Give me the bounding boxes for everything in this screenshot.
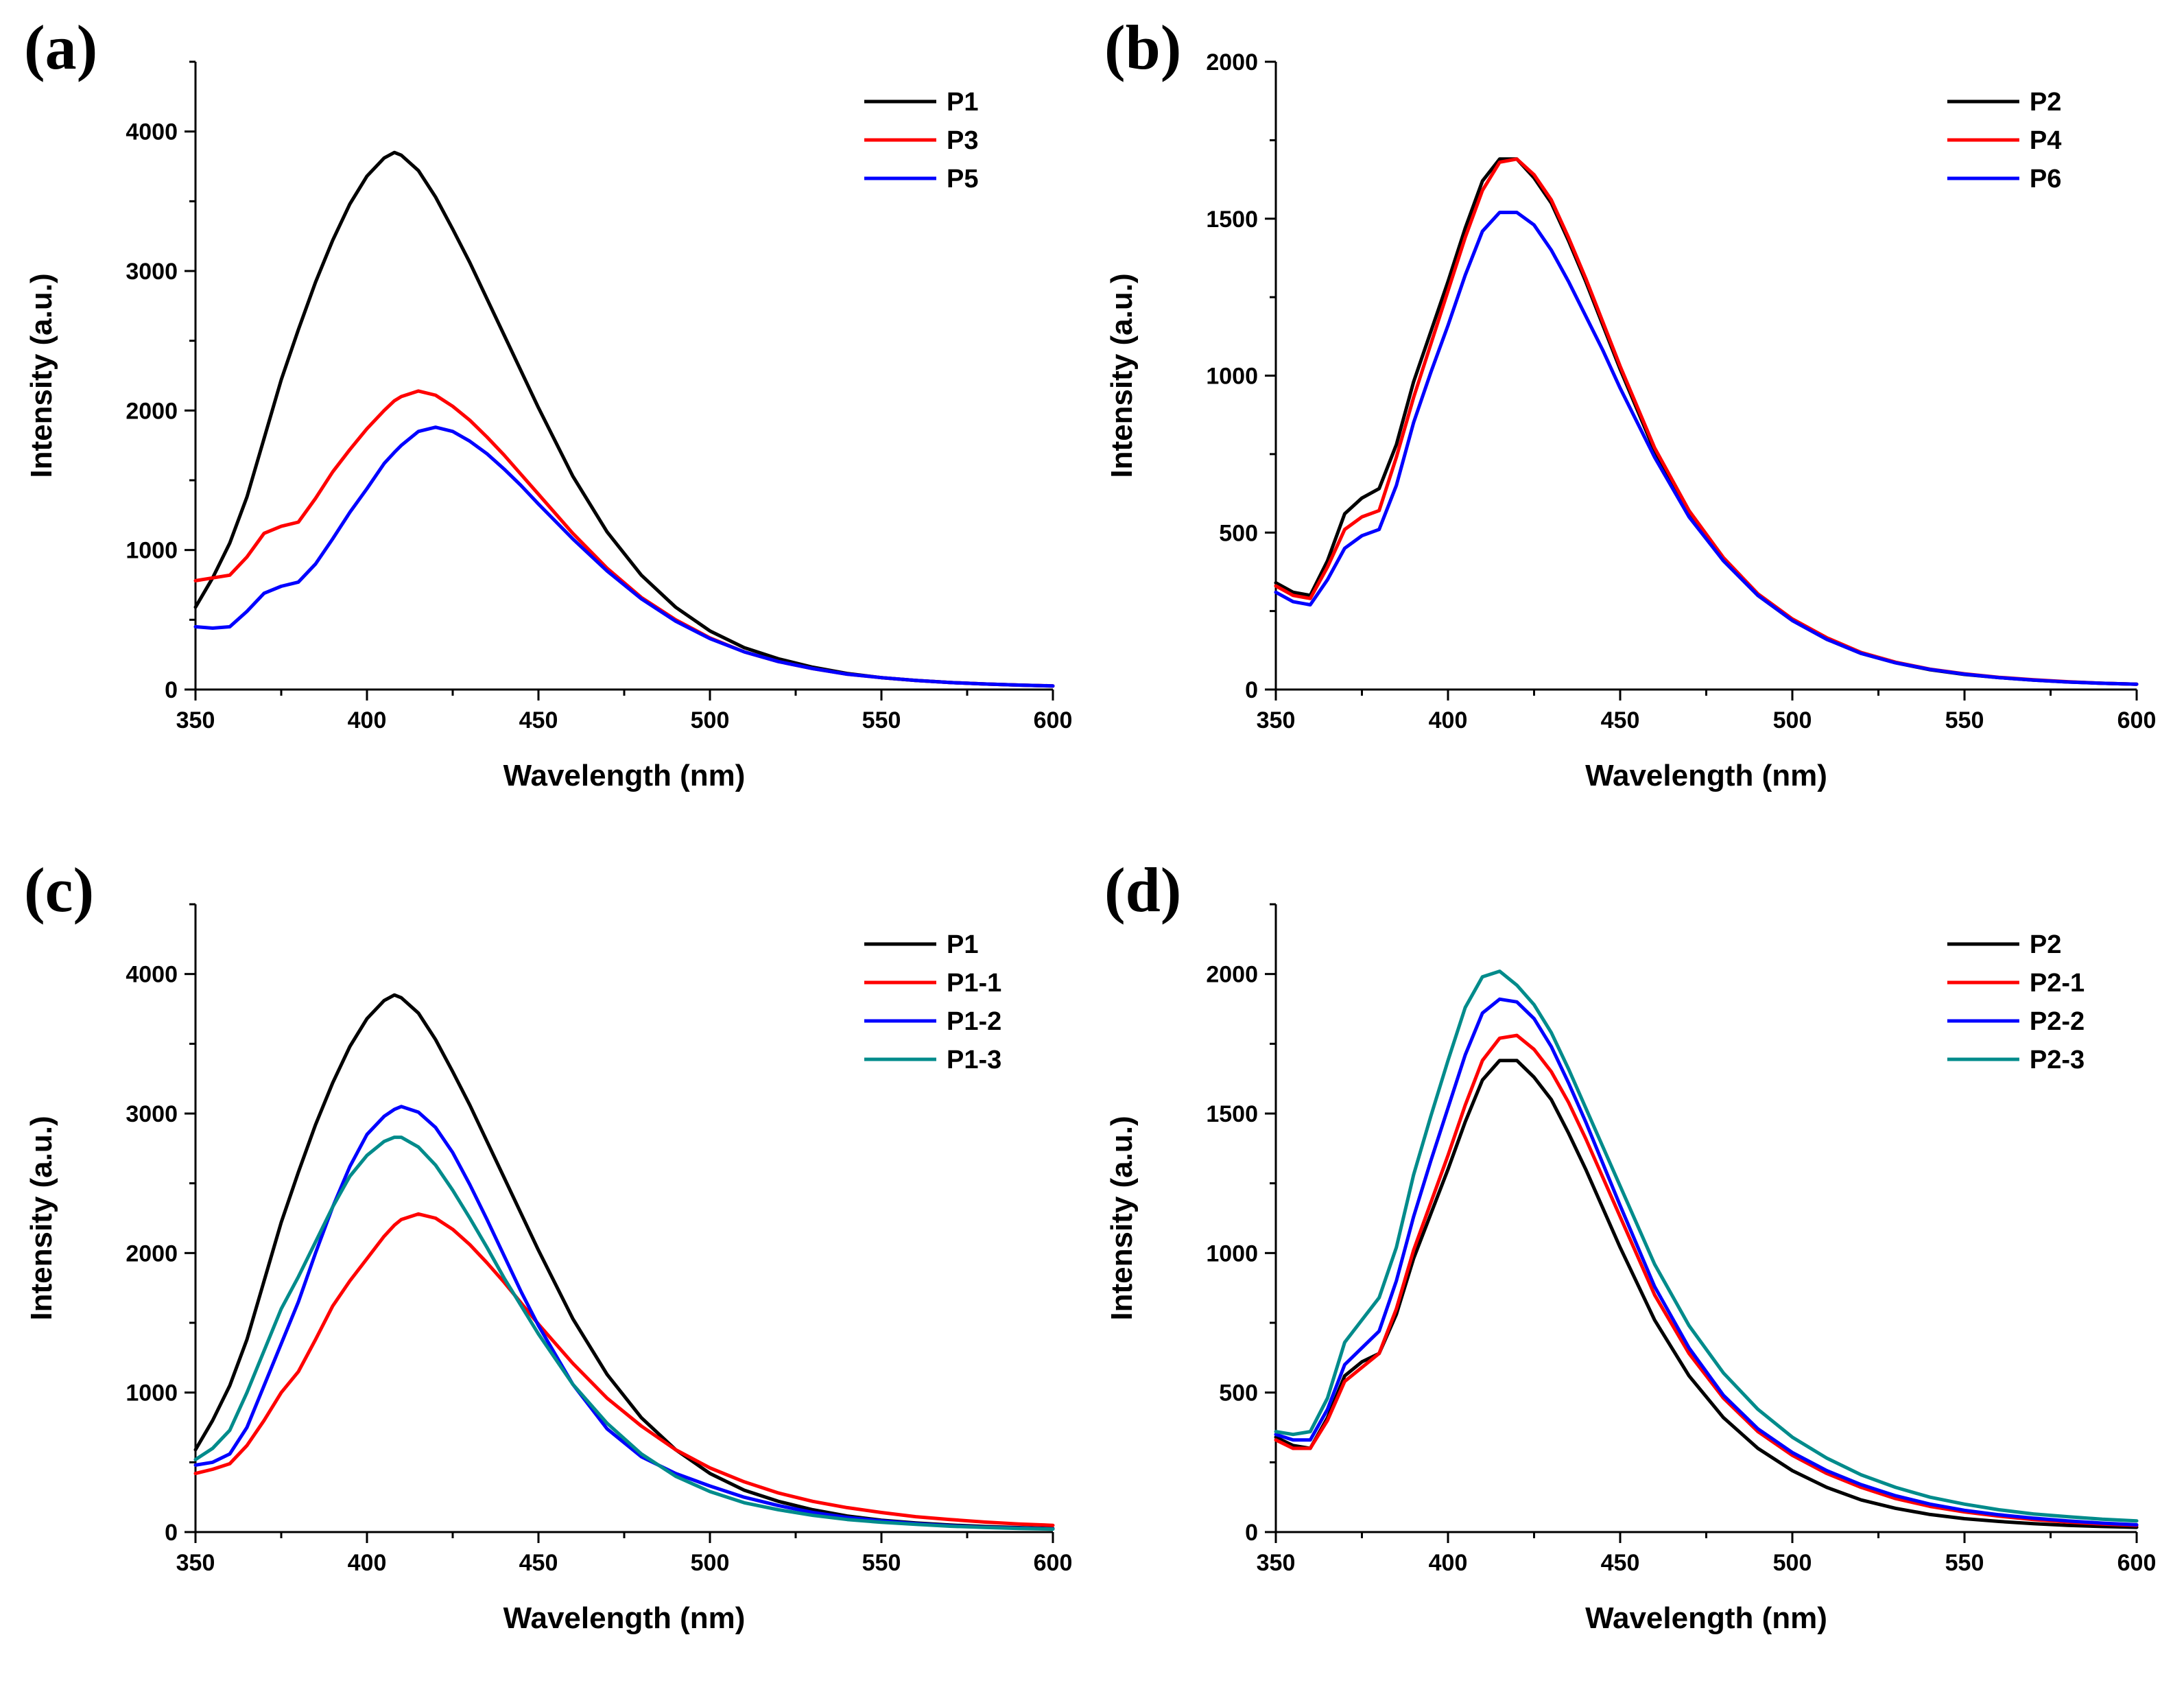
panel-d-y-tick-label: 0 xyxy=(1245,1520,1258,1546)
panel-d-y-axis-title: Intensity (a.u.) xyxy=(1105,1116,1139,1320)
panel-c-legend-label-p1-3: P1-3 xyxy=(947,1046,1001,1074)
panel-b-y-tick-label: 2000 xyxy=(1206,49,1258,75)
panel-a-x-tick-label: 350 xyxy=(176,707,215,733)
panel-b-legend-label-p2: P2 xyxy=(2030,88,2061,117)
panel-a-y-tick-label: 2000 xyxy=(126,398,178,424)
panel-c-series-p1-3 xyxy=(193,1135,1055,1531)
panel-d-legend-label-p2-1: P2-1 xyxy=(2030,969,2085,998)
panel-d-label: (d) xyxy=(1104,855,1181,925)
panel-c-x-tick-label: 400 xyxy=(348,1550,387,1576)
panel-d-legend-label-p2-2: P2-2 xyxy=(2030,1007,2085,1036)
panel-a-series-p1 xyxy=(193,150,1055,688)
panel-a-x-tick-label: 500 xyxy=(691,707,730,733)
panel-d-y-tick-label: 1000 xyxy=(1206,1240,1258,1267)
panel-c-y-tick-label: 0 xyxy=(165,1520,178,1546)
panel-b-x-tick-label: 550 xyxy=(1945,707,1984,733)
panel-a-legend-label-p1: P1 xyxy=(947,88,978,117)
panel-c-x-tick-label: 500 xyxy=(691,1550,730,1576)
panel-d-y-tick-label: 2000 xyxy=(1206,962,1258,988)
panel-a-y-tick-label: 4000 xyxy=(126,119,178,145)
panel-d-x-tick-label: 600 xyxy=(2117,1550,2157,1576)
panel-c-series-p1-2 xyxy=(193,1105,1055,1531)
panel-c-y-axis-title: Intensity (a.u.) xyxy=(25,1116,58,1320)
panel-d-series-p2 xyxy=(1274,1059,2139,1529)
panel-a-label: (a) xyxy=(24,12,97,82)
panel-c-x-tick-label: 350 xyxy=(176,1550,215,1576)
panel-b-x-tick-label: 400 xyxy=(1429,707,1468,733)
panel-c-legend-label-p1: P1 xyxy=(947,930,978,959)
panel-c-legend-label-p1-1: P1-1 xyxy=(947,969,1001,998)
panel-c-y-tick-label: 3000 xyxy=(126,1101,178,1127)
panel-a-series-p5 xyxy=(193,425,1055,688)
panel-b-x-tick-label: 450 xyxy=(1601,707,1640,733)
panel-a-y-tick-label: 0 xyxy=(165,677,178,703)
panel-c: (c) 350 400 450 500 550 600 0 1000 2000 3000 4000 Wa… xyxy=(24,855,1072,1635)
panel-b-legend-label-p4: P4 xyxy=(2030,126,2061,155)
panel-c-x-tick-label: 600 xyxy=(1034,1550,1073,1576)
panel-c-x-axis-title: Wavelength (nm) xyxy=(503,1601,746,1635)
panel-a-x-tick-label: 450 xyxy=(519,707,558,733)
panel-b-x-tick-label: 350 xyxy=(1257,707,1296,733)
panel-d-series-p2-2 xyxy=(1274,997,2139,1527)
panel-c-y-tick-label: 4000 xyxy=(126,962,178,988)
panel-b-y-tick-label: 1000 xyxy=(1206,364,1258,390)
panel-d-series-p2-3 xyxy=(1274,969,2139,1523)
panel-a: (a) 350 400 450 500 550 600 0 1000 2000 3000 4000 Wa… xyxy=(24,12,1072,792)
panel-c-label: (c) xyxy=(24,855,94,925)
panel-d-y-tick-label: 500 xyxy=(1219,1380,1258,1407)
panel-c-x-tick-label: 450 xyxy=(519,1550,558,1576)
panel-a-y-axis-title: Intensity (a.u.) xyxy=(25,273,58,478)
panel-b-y-tick-label: 500 xyxy=(1219,520,1258,546)
panel-d-x-tick-label: 400 xyxy=(1429,1550,1468,1576)
panel-b-label: (b) xyxy=(1104,12,1181,82)
panel-d: (d) 350 400 450 500 550 600 0 500 1000 1500 2000 Wav… xyxy=(1104,855,2156,1635)
panel-d-y-tick-label: 1500 xyxy=(1206,1101,1258,1127)
panel-d-x-tick-label: 500 xyxy=(1773,1550,1812,1576)
panel-b-x-tick-label: 500 xyxy=(1773,707,1812,733)
panel-a-x-tick-label: 400 xyxy=(348,707,387,733)
panel-d-series-p2-1 xyxy=(1274,1033,2139,1527)
panel-b-y-tick-label: 0 xyxy=(1245,677,1258,703)
panel-b: (b) 350 400 450 500 550 600 0 500 1000 1500 2000 Wav… xyxy=(1104,12,2156,792)
panel-b-x-axis-title: Wavelength (nm) xyxy=(1585,759,1827,792)
panel-d-legend-label-p2-3: P2-3 xyxy=(2030,1046,2085,1074)
panel-d-x-tick-label: 350 xyxy=(1257,1550,1296,1576)
panel-c-y-tick-label: 1000 xyxy=(126,1380,178,1407)
panel-d-x-axis-title: Wavelength (nm) xyxy=(1585,1601,1827,1635)
panel-c-x-tick-label: 550 xyxy=(862,1550,901,1576)
panel-d-legend-label-p2: P2 xyxy=(2030,930,2061,959)
panel-b-y-tick-label: 1500 xyxy=(1206,207,1258,233)
panel-c-y-tick-label: 2000 xyxy=(126,1240,178,1267)
panel-a-x-axis-title: Wavelength (nm) xyxy=(503,759,746,792)
panel-b-x-tick-label: 600 xyxy=(2117,707,2157,733)
panel-a-x-tick-label: 550 xyxy=(862,707,901,733)
panel-a-legend-label-p3: P3 xyxy=(947,126,978,155)
panel-d-x-tick-label: 450 xyxy=(1601,1550,1640,1576)
panel-a-y-tick-label: 3000 xyxy=(126,259,178,285)
panel-c-series-p1 xyxy=(193,993,1055,1531)
panel-a-series-p3 xyxy=(193,389,1055,688)
panel-b-legend-label-p6: P6 xyxy=(2030,165,2061,193)
panel-a-x-tick-label: 600 xyxy=(1034,707,1073,733)
panel-c-legend-label-p1-2: P1-2 xyxy=(947,1007,1001,1036)
panel-b-y-axis-title: Intensity (a.u.) xyxy=(1105,273,1139,478)
panel-c-series-p1-1 xyxy=(193,1212,1055,1527)
panel-a-y-tick-label: 1000 xyxy=(126,538,178,564)
panel-b-series-p6 xyxy=(1274,211,2139,686)
panel-a-legend-label-p5: P5 xyxy=(947,165,978,193)
panel-b-series-p4 xyxy=(1274,157,2139,686)
panel-d-x-tick-label: 550 xyxy=(1945,1550,1984,1576)
